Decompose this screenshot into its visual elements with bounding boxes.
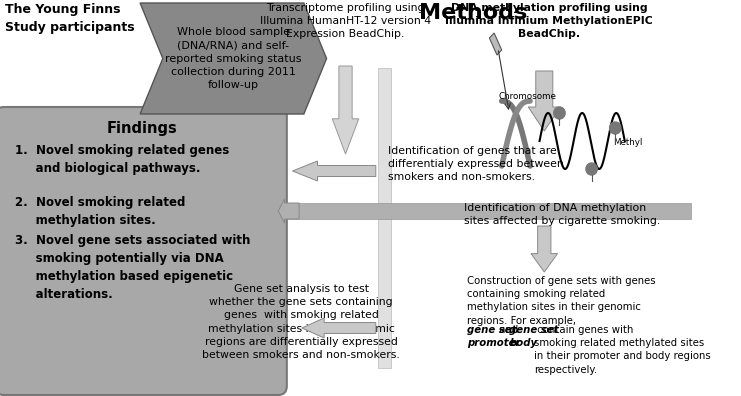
Text: Whole blood sample
(DNA/RNA) and self-
reported smoking status
collection during: Whole blood sample (DNA/RNA) and self- r… [165, 27, 302, 90]
Text: Chromosome: Chromosome [499, 92, 556, 101]
Polygon shape [140, 3, 327, 114]
FancyBboxPatch shape [0, 107, 287, 395]
Text: 3.  Novel gene sets associated with
     smoking potentially via DNA
     methyl: 3. Novel gene sets associated with smoki… [15, 234, 250, 301]
Polygon shape [293, 161, 376, 181]
Text: Findings: Findings [107, 121, 177, 136]
Text: gene set
promoter: gene set promoter [467, 325, 520, 348]
Text: Construction of gene sets with genes
containing smoking related
methylation site: Construction of gene sets with genes con… [467, 276, 655, 326]
Circle shape [586, 163, 597, 175]
Text: Gene set analysis to test
whether the gene sets containing
genes  with smoking r: Gene set analysis to test whether the ge… [202, 284, 400, 360]
Bar [284, 203, 691, 219]
Polygon shape [279, 199, 299, 223]
Polygon shape [531, 226, 557, 272]
Polygon shape [302, 318, 376, 338]
Text: Methods: Methods [419, 3, 528, 23]
Text: and: and [496, 325, 522, 335]
Text: The Young Finns
Study participants: The Young Finns Study participants [4, 3, 134, 34]
Text: Methyl: Methyl [614, 138, 642, 147]
Text: DNA methylation profiling using
Illumina Infinium MethylationEPIC
BeadChip.: DNA methylation profiling using Illumina… [445, 3, 653, 39]
Text: Identification of DNA methylation
sites affected by cigarette smoking.: Identification of DNA methylation sites … [464, 203, 660, 226]
Text: 1.  Novel smoking related genes
     and biological pathways.: 1. Novel smoking related genes and biolo… [15, 144, 230, 175]
Polygon shape [332, 66, 359, 154]
Text: Transcriptome profiling using
Illumina HumanHT-12 version 4
Expression BeadChip.: Transcriptome profiling using Illumina H… [260, 3, 431, 39]
Polygon shape [528, 71, 560, 131]
Circle shape [554, 107, 565, 119]
Text: 2.  Novel smoking related
     methylation sites.: 2. Novel smoking related methylation sit… [15, 196, 185, 227]
Circle shape [610, 122, 621, 134]
Polygon shape [489, 33, 502, 55]
Text: Identification of genes that are
differentialy expressed between
smokers and non: Identification of genes that are differe… [388, 146, 564, 183]
Bar [378, 68, 391, 368]
Text: gene set
body: gene set body [509, 325, 559, 348]
Text: contain genes with
smoking related methylated sites
in their promoter and body r: contain genes with smoking related methy… [534, 325, 711, 375]
